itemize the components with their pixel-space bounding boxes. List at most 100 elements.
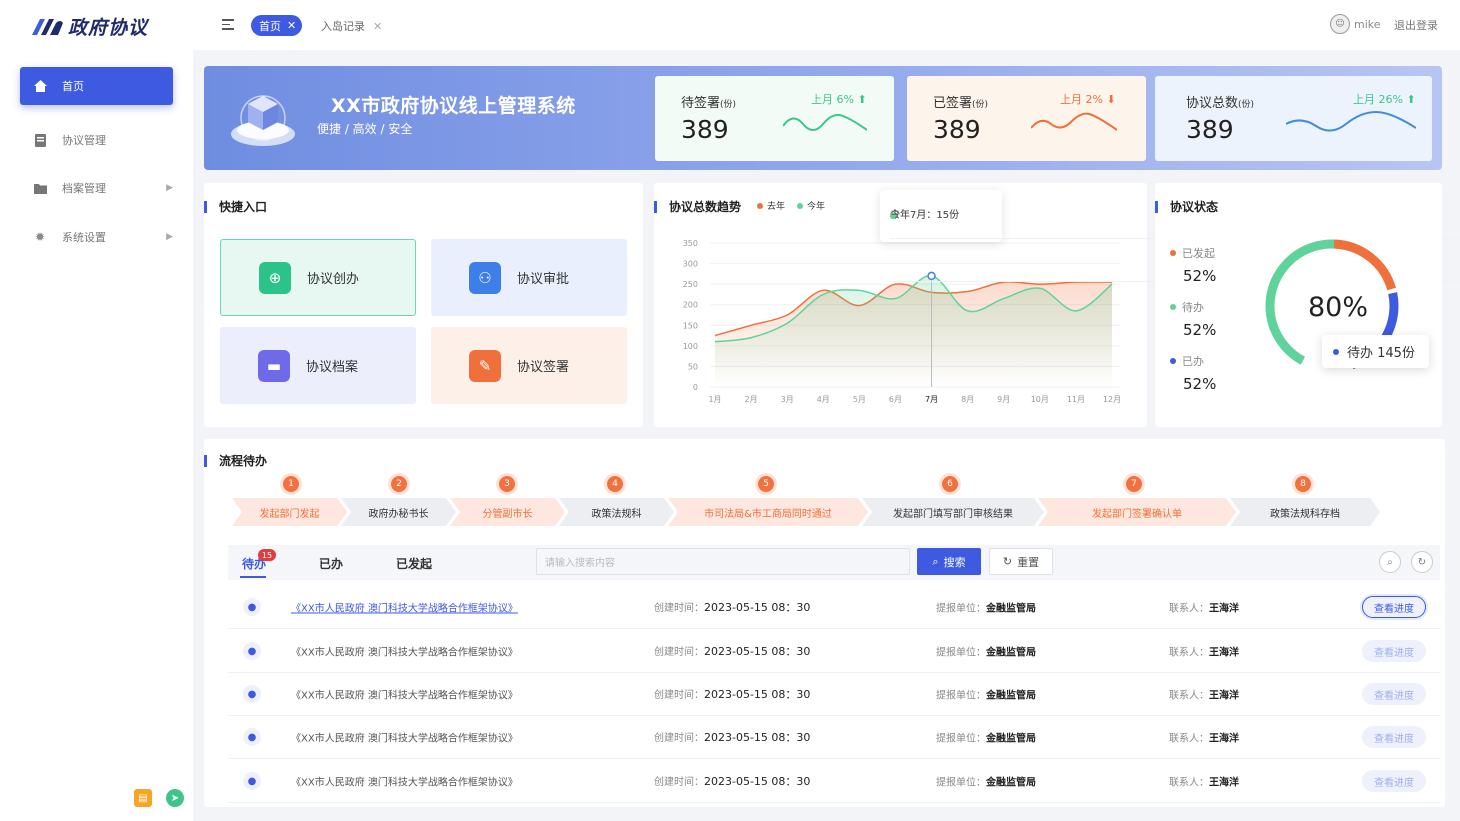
tooltip-text: 今年7月：15份 xyxy=(890,210,960,221)
chart-tooltip: 去年7月：15份 今年7月：15份 xyxy=(880,190,1460,282)
search-icon: ⌕ xyxy=(932,554,939,568)
table-row: ● 《XX市人民政府 澳门科技大学战略合作框架协议》 创建时间：2023-05-15… xyxy=(228,630,1440,673)
step-number: 1 xyxy=(283,476,299,492)
sidebar-item-agreements[interactable]: 协议管理 xyxy=(20,121,173,159)
search-button[interactable]: ⌕ 搜索 xyxy=(917,548,981,575)
send-icon[interactable]: ➤ xyxy=(166,789,184,807)
step-number: 2 xyxy=(391,476,407,492)
department: 提报单位：金融监管局 xyxy=(936,690,1036,702)
step-number: 4 xyxy=(607,476,623,492)
y-tick-label: 350 xyxy=(683,239,698,248)
stat-card-total: 协议总数(份) 389 上月 26% ⬆ xyxy=(1155,76,1432,161)
y-tick-label: 150 xyxy=(683,321,698,330)
tab-done[interactable]: 已办 xyxy=(319,557,344,571)
user-menu[interactable]: ☺ mike xyxy=(1330,14,1381,34)
tab-home[interactable]: 首页 ✕ xyxy=(251,15,302,36)
process-step[interactable]: 政策法规科存档 xyxy=(1230,498,1380,526)
tab-initiated[interactable]: 已发起 xyxy=(396,557,433,571)
user-icon: ● xyxy=(243,772,261,790)
agreement-title[interactable]: 《XX市人民政府 澳门科技大学战略合作框架协议》 xyxy=(291,690,518,702)
avatar: ☺ xyxy=(1330,14,1350,34)
agreement-title[interactable]: 《XX市人民政府 澳门科技大学战略合作框架协议》 xyxy=(291,603,518,615)
process-step[interactable]: 发起部门发起 xyxy=(232,498,347,526)
hover-point xyxy=(927,271,936,281)
view-progress-button[interactable]: 查看进度 xyxy=(1362,683,1426,705)
close-icon[interactable]: ✕ xyxy=(373,19,383,33)
banner-subtitle: 便捷 / 高效 / 安全 xyxy=(317,122,413,136)
legend-dot xyxy=(797,202,804,209)
banner-illustration-icon xyxy=(228,86,298,153)
status-donut-chart[interactable] xyxy=(1264,238,1400,374)
tooltip-text: 去年7月：15份 xyxy=(890,210,960,221)
quick-sign-button[interactable]: ✎ 协议签署 xyxy=(431,327,627,404)
stat-label: 协议总数(份) xyxy=(1186,96,1255,111)
series-line-1 xyxy=(714,275,1113,343)
quick-approve-button[interactable]: ⚇ 协议审批 xyxy=(431,239,627,316)
x-tick-label: 9月 xyxy=(997,395,1010,404)
trend-line-chart[interactable]: 0 50 100 150 200 250 300 350 1月 2月 3月 4月 5月 6月 7月 8月 9月 1… xyxy=(665,232,1130,410)
process-title: 流程待办 xyxy=(204,452,267,469)
tab-label: 首页 xyxy=(259,19,281,33)
reset-button[interactable]: ↻ 重置 xyxy=(989,548,1053,575)
menu-toggle-icon[interactable] xyxy=(222,19,234,30)
donut-tooltip: 待办 145份 xyxy=(1322,335,1429,368)
banner-title: XX市政府协议线上管理系统 xyxy=(331,95,576,117)
status-value: 52% xyxy=(1183,321,1217,339)
x-tick-label: 11月 xyxy=(1067,395,1085,404)
process-step[interactable]: 发起部门填写部门审核结果 xyxy=(862,498,1044,526)
sidebar-item-label: 协议管理 xyxy=(62,134,106,147)
stat-trend: 上月 26% ⬆ xyxy=(1353,93,1416,106)
process-step[interactable]: 政策法规科 xyxy=(559,498,674,526)
user-icon: ● xyxy=(243,642,261,660)
agreement-title[interactable]: 《XX市人民政府 澳门科技大学战略合作框架协议》 xyxy=(291,777,518,789)
logo-mark-icon xyxy=(30,15,64,39)
contact: 联系人：王海洋 xyxy=(1169,690,1239,702)
chevron-right-icon: ▶ xyxy=(166,232,173,242)
logo-text: 政府协议 xyxy=(68,17,149,39)
stat-value: 389 xyxy=(933,115,981,144)
contact: 联系人：王海洋 xyxy=(1169,733,1239,745)
quick-label: 协议创办 xyxy=(307,272,360,287)
search-circle-button[interactable]: ⌕ xyxy=(1379,551,1401,573)
close-icon[interactable]: ✕ xyxy=(287,19,297,32)
agreement-title[interactable]: 《XX市人民政府 澳门科技大学战略合作框架协议》 xyxy=(291,733,518,745)
x-tick-label: 8月 xyxy=(961,395,974,404)
quick-label: 协议档案 xyxy=(306,360,359,375)
view-progress-button[interactable]: 查看进度 xyxy=(1362,770,1426,792)
x-tick-label: 3月 xyxy=(781,395,794,404)
donut-center-value: 80% xyxy=(1308,292,1369,323)
sidebar-item-home[interactable]: 首页 xyxy=(20,67,173,105)
user-approve-icon: ⚇ xyxy=(469,261,501,294)
note-icon[interactable]: ▤ xyxy=(134,789,152,807)
view-progress-button[interactable]: 查看进度 xyxy=(1362,726,1426,748)
status-item-pending: 待办 52% xyxy=(1170,299,1216,339)
stat-value: 389 xyxy=(1186,115,1234,144)
view-progress-button[interactable]: 查看进度 xyxy=(1362,640,1426,662)
search-input[interactable]: 请输入搜索内容 xyxy=(536,548,910,575)
process-step[interactable]: 发起部门签署确认单 xyxy=(1038,498,1236,526)
view-progress-button[interactable]: 查看进度 xyxy=(1362,596,1426,618)
x-tick-label: 6月 xyxy=(889,395,902,404)
refresh-circle-button[interactable]: ↻ xyxy=(1411,551,1433,573)
quick-label: 协议签署 xyxy=(517,360,570,375)
gear-icon: ✹ xyxy=(34,230,46,244)
quick-create-button[interactable]: ⊕ 协议创办 xyxy=(220,239,416,316)
process-step[interactable]: 市司法局&市工商局同时通过 xyxy=(668,498,868,526)
sidebar-item-archives[interactable]: 档案管理 ▶ xyxy=(20,169,173,207)
x-tick-label: 5月 xyxy=(853,395,866,404)
document-icon xyxy=(32,132,48,148)
stat-label: 待签署(份) xyxy=(681,96,737,111)
sidebar-item-label: 档案管理 xyxy=(62,182,106,195)
agreement-title[interactable]: 《XX市人民政府 澳门科技大学战略合作框架协议》 xyxy=(291,647,518,659)
status-value: 52% xyxy=(1183,375,1217,393)
folder-icon xyxy=(32,180,48,196)
logout-link[interactable]: 退出登录 xyxy=(1394,19,1438,32)
sidebar-item-settings[interactable]: ✹ 系统设置 ▶ xyxy=(20,218,173,256)
process-step[interactable]: 政府办秘书长 xyxy=(341,498,456,526)
tab-records[interactable]: 入岛记录 ✕ xyxy=(321,18,382,34)
y-tick-label: 250 xyxy=(683,280,698,289)
tab-pending[interactable]: 待办 xyxy=(242,557,267,571)
quick-archive-button[interactable]: ▬ 协议档案 xyxy=(220,327,416,404)
top-bar xyxy=(193,0,1460,50)
process-step[interactable]: 分管副市长 xyxy=(450,498,565,526)
